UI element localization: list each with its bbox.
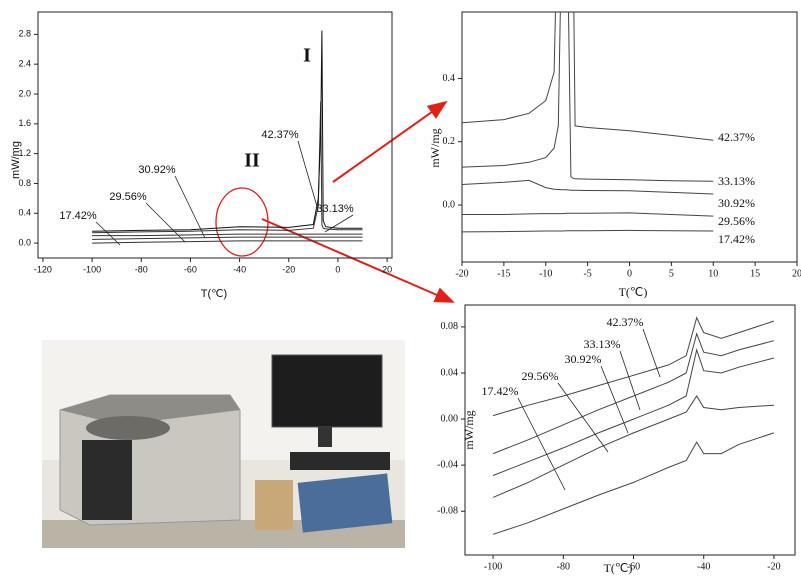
y-axis-label: mW/mg (10, 141, 22, 179)
y-tick-label: 1.6 (18, 118, 31, 128)
y-tick-label: 0.4 (443, 73, 456, 84)
series-label: 29.56% (522, 369, 559, 383)
highlight-ellipse (216, 188, 268, 256)
leader-line (620, 351, 640, 410)
y-tick-label: 0.04 (441, 367, 459, 378)
x-tick-label: -20 (767, 561, 780, 572)
x-tick-label: -15 (497, 268, 510, 279)
curve (92, 237, 362, 239)
x-tick-label: -40 (697, 561, 710, 572)
x-tick-label: -80 (135, 264, 148, 274)
series-label: 17.42% (718, 232, 755, 246)
y-axis-label: mW/mg (428, 128, 442, 167)
x-tick-label: 10 (708, 268, 718, 279)
series-label: 33.13% (584, 337, 621, 351)
leader-line (298, 141, 318, 210)
x-tick-label: -10 (539, 268, 552, 279)
series-label: 33.13% (718, 174, 755, 188)
x-tick-label: -80 (557, 561, 570, 572)
curve (462, 180, 713, 194)
series-label: 42.37% (607, 315, 644, 329)
x-tick-label: 20 (792, 268, 801, 279)
x-tick-label: 15 (750, 268, 760, 279)
x-axis-label: T(℃) (604, 561, 633, 575)
instrument-photo (42, 340, 405, 548)
series-label: 17.42% (482, 384, 519, 398)
x-axis-label: T(℃) (201, 288, 227, 300)
series-label: 17.42% (59, 210, 97, 222)
series-label: 30.92% (138, 164, 176, 176)
curve (462, 213, 713, 216)
y-tick-label: 0.2 (443, 136, 456, 147)
curve (462, 0, 713, 181)
series-label: 42.37% (261, 129, 299, 141)
chart: -20 -15 -10 -5 0 5 10 15 20 0.0 0.2 0.4 T(℃) mW/mg 42.… (428, 0, 801, 299)
y-tick-label: -0.04 (437, 459, 458, 470)
curve (92, 241, 362, 243)
x-tick-label: 0 (627, 268, 632, 279)
series-label: 29.56% (718, 214, 755, 228)
curve (493, 334, 774, 454)
series-label: 29.56% (109, 191, 147, 203)
y-tick-label: 0.0 (443, 199, 456, 210)
x-tick-label: -100 (83, 264, 101, 274)
annotation: II (244, 150, 260, 172)
series-label: 33.13% (316, 203, 354, 215)
chart: -100-80-60-40-20-0.08-0.040.000.040.08T(… (437, 305, 795, 575)
y-tick-label: 0.08 (441, 321, 459, 332)
y-tick-label: 2.4 (18, 59, 31, 69)
curve (493, 318, 774, 416)
x-tick-label: -120 (34, 264, 52, 274)
y-tick-label: 0.4 (18, 208, 31, 218)
y-tick-label: -0.08 (437, 506, 458, 517)
y-tick-label: 2.0 (18, 88, 31, 98)
x-tick-label: -60 (184, 264, 197, 274)
series-label: 30.92% (718, 196, 755, 210)
leader-line (558, 383, 608, 452)
x-tick-label: -20 (455, 268, 468, 279)
y-tick-label: 0.00 (441, 413, 459, 424)
y-axis-label: mW/mg (462, 410, 476, 449)
curve (493, 433, 774, 534)
curve (462, 0, 713, 140)
y-tick-label: 2.8 (18, 29, 31, 39)
x-tick-label: 20 (382, 264, 392, 274)
arrow (262, 219, 453, 302)
x-tick-label: 0 (335, 264, 340, 274)
leader-line (96, 222, 120, 245)
x-tick-label: -5 (583, 268, 591, 279)
x-axis-label: T(℃) (619, 285, 648, 299)
x-tick-label: -40 (233, 264, 246, 274)
leader-line (146, 203, 185, 242)
x-tick-label: -100 (484, 561, 502, 572)
annotation: I (303, 45, 311, 67)
series-label: 30.92% (565, 352, 602, 366)
curve (462, 230, 713, 232)
figure: -120-100-80-60-40-200200.00.40.81.21.62.… (0, 0, 801, 576)
y-tick-label: 0.0 (18, 237, 31, 247)
x-tick-label: -20 (282, 264, 295, 274)
series-label: 42.37% (718, 130, 755, 144)
curve (92, 234, 362, 236)
plot-frame (465, 305, 795, 555)
x-tick-label: 5 (669, 268, 674, 279)
